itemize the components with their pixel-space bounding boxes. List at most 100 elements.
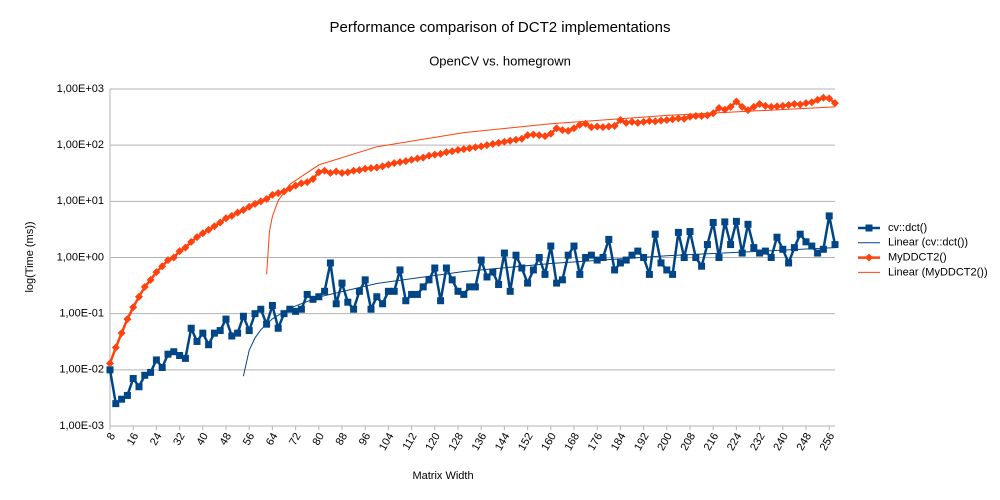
marker [669, 270, 677, 278]
marker [489, 268, 497, 276]
marker [187, 324, 195, 332]
marker [123, 391, 131, 399]
marker [239, 206, 248, 215]
marker [379, 300, 387, 308]
marker [321, 287, 329, 295]
marker [773, 233, 781, 241]
marker [448, 147, 457, 156]
marker [541, 270, 549, 278]
marker [152, 356, 160, 364]
marker [274, 189, 283, 198]
marker [442, 264, 450, 272]
marker [698, 262, 706, 270]
marker [361, 164, 370, 173]
marker [553, 279, 561, 287]
marker [135, 292, 143, 301]
marker [111, 343, 120, 352]
marker [292, 307, 300, 315]
marker [807, 98, 816, 107]
marker [517, 134, 526, 143]
marker [633, 118, 642, 127]
marker [790, 244, 798, 252]
marker [651, 230, 659, 238]
trend-line [242, 247, 836, 377]
marker [611, 266, 619, 274]
marker [251, 199, 259, 208]
marker [466, 283, 474, 291]
marker [239, 312, 247, 320]
marker [233, 208, 242, 217]
marker [547, 242, 555, 250]
marker [176, 351, 184, 359]
marker [709, 218, 717, 226]
legend-label: cv::dct() [888, 222, 927, 234]
marker [123, 315, 132, 324]
x-tick-label: 88 [334, 431, 351, 448]
marker [147, 368, 155, 376]
marker [402, 297, 410, 305]
marker [529, 130, 538, 139]
marker [564, 126, 573, 135]
marker [193, 337, 201, 345]
y-tick-label: 1,00E-03 [59, 420, 104, 432]
marker [210, 222, 219, 231]
marker [407, 155, 416, 164]
marker [622, 118, 631, 127]
marker [767, 254, 775, 261]
marker [808, 242, 816, 250]
marker [326, 259, 334, 267]
marker [512, 251, 520, 259]
marker [720, 105, 729, 114]
marker [164, 256, 172, 265]
marker [437, 297, 445, 305]
marker [118, 395, 126, 403]
marker [732, 217, 740, 225]
marker [170, 348, 178, 356]
y-tick-label: 1,00E+02 [57, 139, 104, 151]
chart-subtitle: OpenCV vs. homegrown [429, 53, 571, 68]
marker [529, 266, 537, 274]
marker [326, 168, 335, 177]
y-tick-label: 1,00E+01 [57, 195, 104, 207]
legend-label: Linear (cv::dct()) [888, 237, 968, 249]
marker [639, 117, 648, 126]
marker [726, 102, 735, 111]
marker [355, 287, 363, 295]
marker [297, 179, 306, 188]
marker [831, 99, 839, 108]
marker [355, 166, 364, 175]
marker [251, 310, 259, 318]
marker [169, 253, 178, 262]
marker [668, 115, 677, 124]
marker [378, 162, 387, 171]
marker [506, 136, 515, 145]
marker [129, 303, 138, 312]
marker [460, 290, 468, 298]
marker [425, 151, 433, 160]
y-tick-label: 1,00E+03 [57, 83, 104, 95]
x-tick-label: 96 [357, 431, 374, 448]
marker [761, 101, 770, 110]
marker [338, 279, 346, 287]
marker [129, 375, 137, 383]
marker [332, 167, 341, 176]
marker [756, 249, 764, 257]
marker [819, 245, 827, 253]
marker [146, 275, 155, 284]
legend-label: Linear (MyDDCT2()) [888, 266, 988, 278]
marker [570, 124, 578, 133]
marker [396, 158, 404, 167]
marker [500, 249, 508, 257]
marker [727, 241, 735, 249]
marker [216, 218, 225, 227]
marker [778, 101, 787, 110]
marker [175, 247, 184, 256]
marker [495, 281, 503, 289]
x-tick-label: 56 [241, 431, 258, 448]
marker [715, 254, 723, 261]
marker [135, 383, 143, 391]
marker [645, 116, 654, 125]
marker [419, 283, 427, 291]
x-axis-label: Matrix Width [412, 470, 473, 482]
